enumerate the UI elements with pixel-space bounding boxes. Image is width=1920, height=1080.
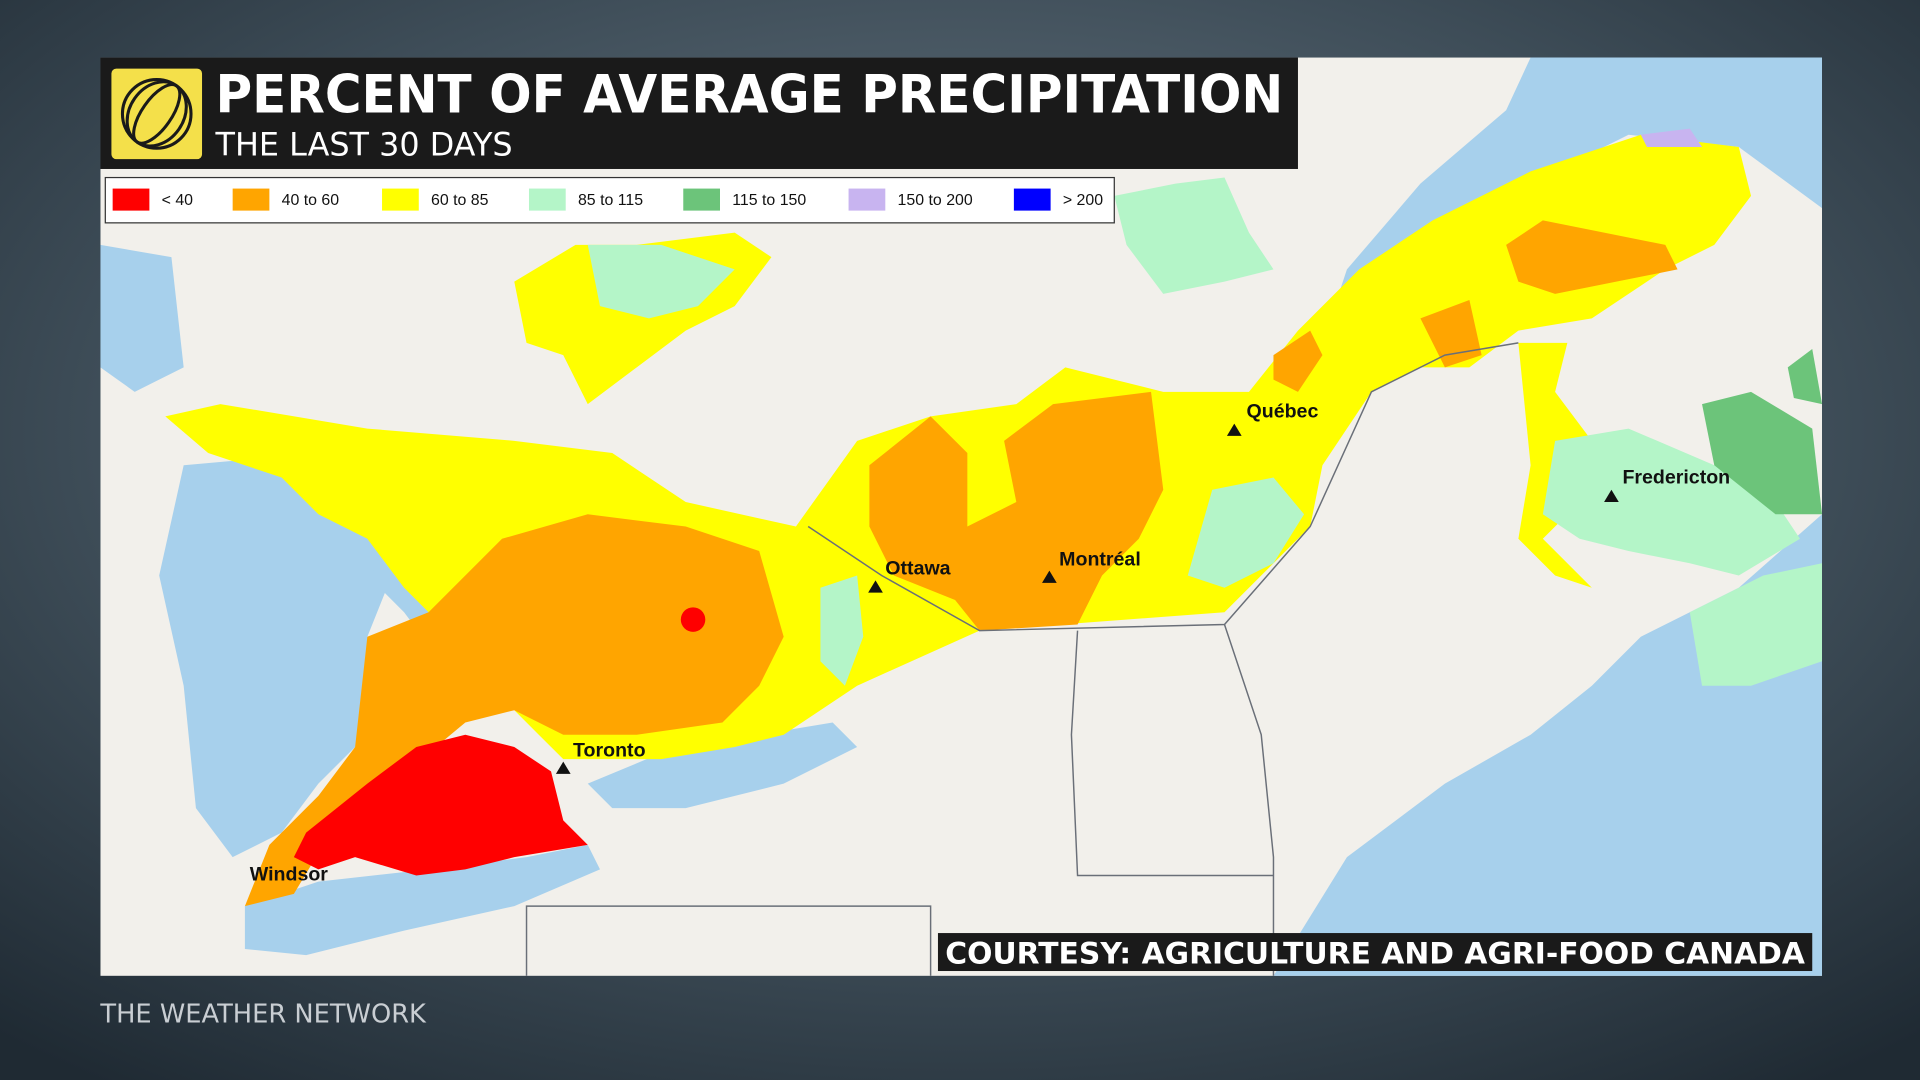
- precipitation-areas: [165, 128, 1823, 907]
- zone-40-60: [869, 391, 1164, 631]
- city-marker: [1042, 570, 1057, 583]
- legend-label: 150 to 200: [898, 192, 973, 209]
- city-label: Fredericton: [1622, 467, 1730, 489]
- zone-85-115: [587, 244, 735, 319]
- title-bar: [100, 57, 1298, 169]
- zone-40-60: [1420, 300, 1482, 368]
- city-label: Montréal: [1059, 549, 1141, 571]
- zone-115-150: [1787, 348, 1823, 405]
- legend: [104, 176, 1115, 224]
- legend-label: 40 to 60: [282, 192, 340, 209]
- legend-swatch: [683, 188, 720, 211]
- legend-label: > 200: [1063, 192, 1103, 209]
- cities: Québec Ottawa Montréal Toronto Windsor F…: [250, 401, 1730, 886]
- city-marker: [555, 761, 571, 774]
- city-label: Québec: [1247, 401, 1319, 423]
- legend-label: < 40: [162, 192, 194, 209]
- city-marker: [1604, 489, 1619, 503]
- legend-items: < 40 40 to 60 60 to 85 85 to 115 115 to 150 1…: [112, 188, 1103, 211]
- city-label: Ottawa: [885, 557, 951, 579]
- zone-115-150: [1702, 391, 1823, 515]
- title: PERCENT OF AVERAGE PRECIPITATION: [216, 65, 1284, 126]
- legend-label: 85 to 115: [578, 192, 643, 209]
- zone-150-200: [1640, 128, 1703, 147]
- zone-lt-40: [293, 734, 588, 876]
- zone-85-115: [1187, 477, 1305, 588]
- zone-85-115: [820, 575, 864, 686]
- borders: [525, 342, 1519, 976]
- zone-lt-40: [680, 607, 706, 632]
- city-label: Windsor: [250, 863, 329, 885]
- zone-40-60: [1273, 330, 1323, 392]
- city-marker: [868, 580, 883, 593]
- legend-label: 115 to 150: [732, 192, 806, 209]
- legend-swatch: [1013, 188, 1051, 211]
- city-label: Toronto: [573, 740, 646, 762]
- zone-40-60: [244, 514, 784, 907]
- zone-85-115: [1542, 428, 1800, 576]
- credit-box: [937, 933, 1813, 972]
- zone-85-115: [1114, 177, 1274, 294]
- zone-40-60: [1506, 220, 1678, 294]
- city-marker: [1226, 423, 1242, 436]
- credit: COURTESY: AGRICULTURE AND AGRI-FOOD CANA…: [945, 937, 1805, 971]
- zone-85-115: [1689, 563, 1823, 686]
- legend-swatch: [112, 188, 150, 211]
- legend-label: 60 to 85: [431, 192, 489, 209]
- legend-swatch: [528, 188, 566, 211]
- legend-swatch: [848, 188, 886, 211]
- legend-swatch: [382, 188, 419, 211]
- subtitle: THE LAST 30 DAYS: [215, 126, 513, 164]
- legend-swatch: [232, 188, 270, 211]
- logo-globe: [120, 78, 193, 150]
- brand: THE WEATHER NETWORK: [99, 999, 427, 1029]
